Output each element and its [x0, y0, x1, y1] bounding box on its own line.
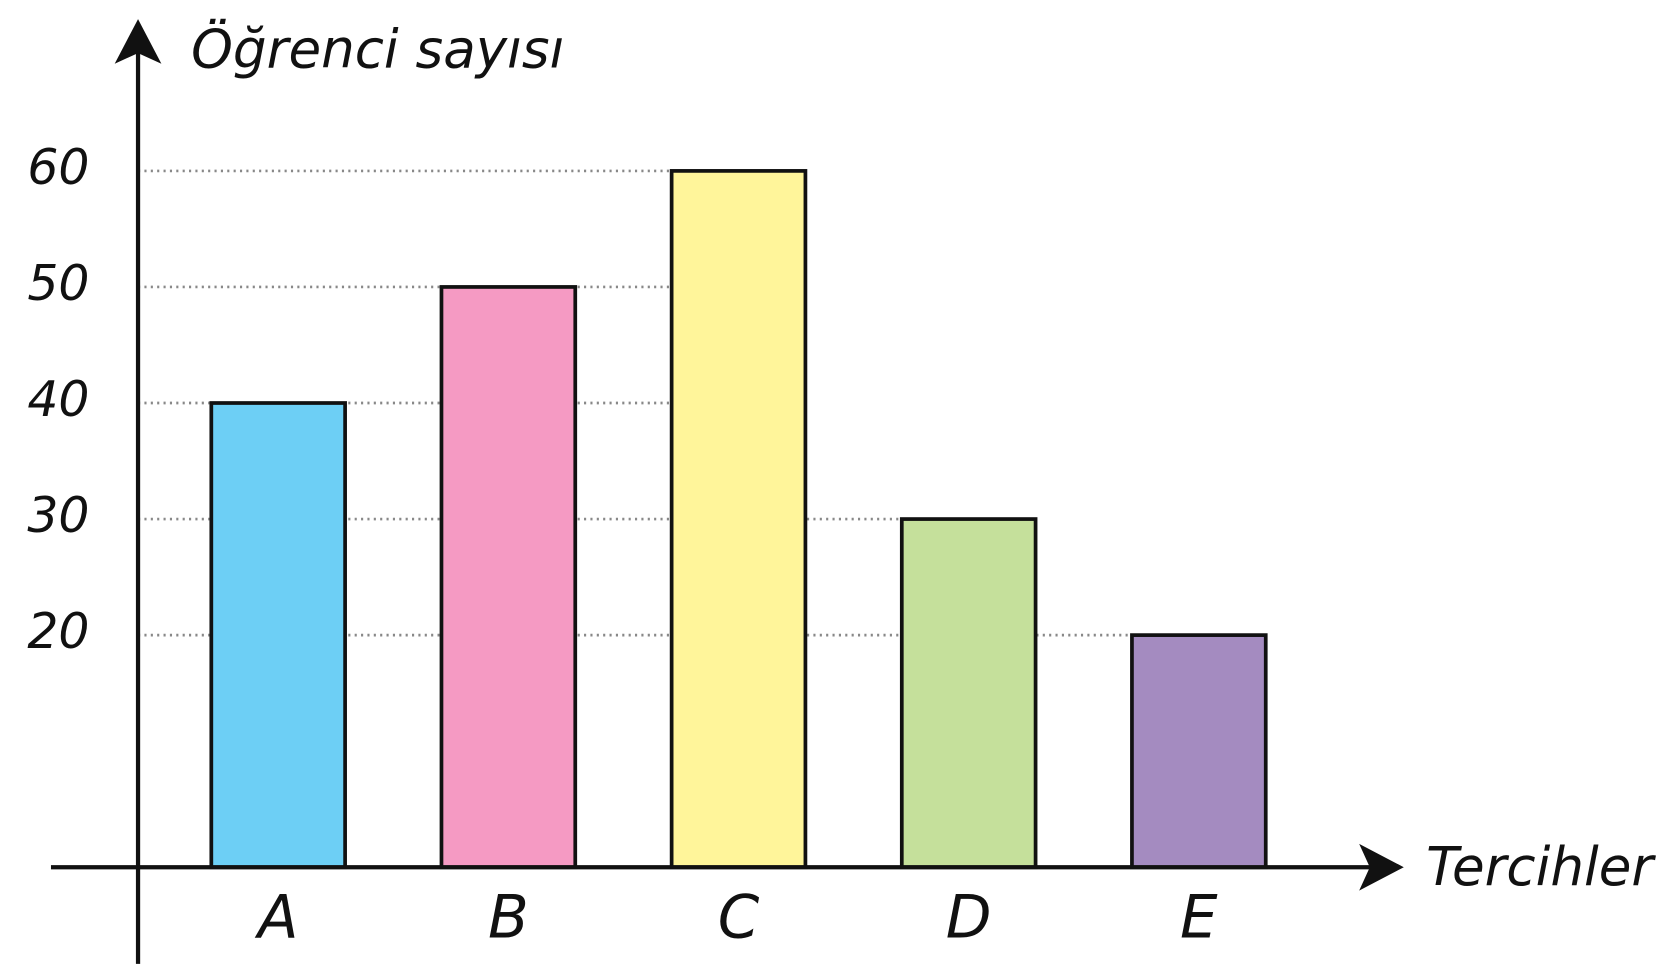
x-tick-label: A [254, 883, 299, 952]
y-tick-label: 40 [27, 371, 89, 428]
y-tick-label: 20 [27, 603, 89, 660]
bar [439, 285, 578, 870]
y-tick-label: 60 [27, 139, 89, 196]
x-tick-label: B [488, 883, 529, 952]
bar [669, 169, 808, 870]
y-axis-arrow [114, 19, 162, 64]
x-tick-label: E [1180, 883, 1218, 952]
x-tick-label: C [718, 883, 760, 952]
y-axis-title: Öğrenci sayısı [191, 19, 564, 81]
y-tick-label: 50 [27, 255, 89, 312]
bar [899, 517, 1038, 870]
x-tick-label: D [946, 883, 992, 952]
y-tick-label: 30 [27, 487, 89, 544]
x-axis-arrow [1359, 843, 1404, 891]
bar [209, 401, 347, 870]
x-axis-title: Tercihler [1426, 836, 1656, 898]
bar [1130, 633, 1268, 870]
